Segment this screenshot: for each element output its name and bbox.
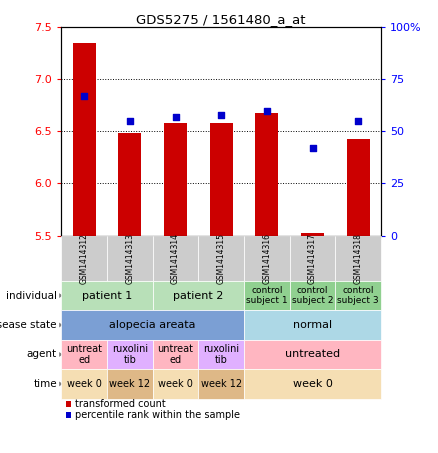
Bar [164,123,187,236]
Bar [347,139,370,236]
Bar [66,412,71,418]
Text: alopecia areata: alopecia areata [110,320,196,330]
Bar [61,340,107,369]
Text: GSM1414317: GSM1414317 [308,233,317,284]
Bar [198,369,244,399]
Bar [301,233,324,236]
Text: week 0: week 0 [293,379,332,389]
Bar [61,369,107,399]
Text: untreated: untreated [285,349,340,360]
Text: normal: normal [293,320,332,330]
Point [81,92,88,100]
Bar [244,369,381,399]
Text: GSM1414316: GSM1414316 [262,233,272,284]
Bar [107,236,153,281]
Text: week 0: week 0 [67,379,102,389]
Bar [336,281,381,310]
Text: agent: agent [27,349,57,360]
Text: untreat
ed: untreat ed [66,344,102,365]
Bar [244,236,290,281]
Polygon shape [59,293,63,298]
Polygon shape [59,323,63,328]
Text: disease state: disease state [0,320,57,330]
Point [309,145,316,152]
Text: GSM1414312: GSM1414312 [80,233,88,284]
Text: patient 1: patient 1 [82,290,132,301]
Bar [290,281,336,310]
Text: GSM1414315: GSM1414315 [217,233,226,284]
Text: percentile rank within the sample: percentile rank within the sample [75,410,240,420]
Text: transformed count: transformed count [75,399,166,409]
Polygon shape [59,352,63,357]
Text: GSM1414318: GSM1414318 [354,233,363,284]
Text: GSM1414313: GSM1414313 [125,233,134,284]
Bar [255,113,278,236]
Bar [66,401,71,407]
Bar [153,281,244,310]
Bar [61,281,153,310]
Text: ruxolini
tib: ruxolini tib [112,344,148,365]
Bar [244,281,290,310]
Bar [107,369,153,399]
Bar [198,340,244,369]
Point [263,107,270,114]
Bar [244,310,381,340]
Bar [107,340,153,369]
Text: week 12: week 12 [201,379,242,389]
Text: control
subject 1: control subject 1 [246,286,288,305]
Text: week 12: week 12 [109,379,150,389]
Text: ruxolini
tib: ruxolini tib [203,344,239,365]
Point [126,117,133,125]
Bar [290,236,336,281]
Text: individual: individual [6,290,57,301]
Bar [336,236,381,281]
Bar [73,43,95,236]
Point [355,117,362,125]
Text: time: time [33,379,57,389]
Bar [61,236,107,281]
Text: week 0: week 0 [158,379,193,389]
Text: patient 2: patient 2 [173,290,223,301]
Text: control
subject 3: control subject 3 [337,286,379,305]
Bar [61,310,244,340]
Text: control
subject 2: control subject 2 [292,286,333,305]
Bar [210,123,233,236]
Bar [244,340,381,369]
Bar [153,236,198,281]
Point [218,111,225,118]
Polygon shape [59,381,63,386]
Text: untreat
ed: untreat ed [158,344,194,365]
Bar [153,369,198,399]
Bar [118,134,141,236]
Bar [153,340,198,369]
Bar [198,236,244,281]
Title: GDS5275 / 1561480_a_at: GDS5275 / 1561480_a_at [137,13,306,26]
Text: GSM1414314: GSM1414314 [171,233,180,284]
Point [172,113,179,120]
